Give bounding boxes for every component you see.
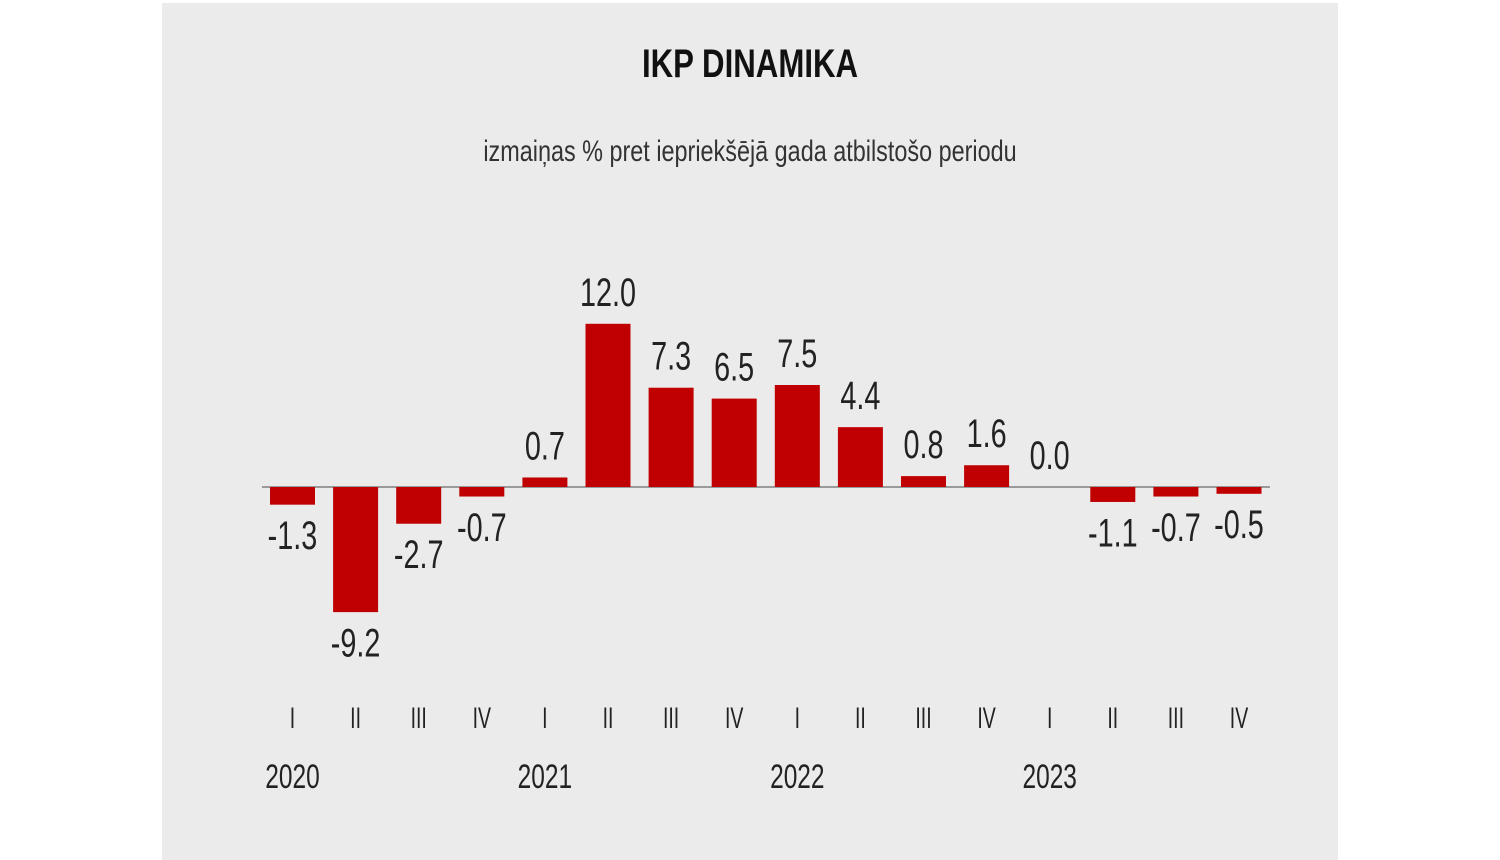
bar-5 <box>585 323 631 487</box>
quarter-label-5: II <box>603 702 614 735</box>
quarter-label-0: I <box>290 702 295 735</box>
value-label-12: 0.0 <box>1030 433 1070 478</box>
quarter-label-14: III <box>1168 702 1184 735</box>
bar-10 <box>901 476 946 487</box>
bar-4 <box>522 477 568 487</box>
year-label-2021: 2021 <box>518 758 572 796</box>
value-label-6: 7.3 <box>651 334 691 379</box>
value-label-13: -1.1 <box>1088 511 1138 556</box>
quarter-label-9: II <box>855 702 866 735</box>
quarter-label-12: I <box>1047 702 1052 735</box>
bar-7 <box>711 398 757 487</box>
bar-6 <box>648 387 694 487</box>
bar-8 <box>774 385 820 487</box>
bar-1 <box>333 487 379 613</box>
quarter-label-2: III <box>411 702 427 735</box>
value-label-14: -0.7 <box>1151 505 1201 550</box>
quarter-label-13: II <box>1107 702 1118 735</box>
quarter-label-6: III <box>663 702 679 735</box>
quarter-label-1: II <box>350 702 361 735</box>
year-label-2023: 2023 <box>1022 758 1076 796</box>
quarter-label-3: IV <box>473 702 492 735</box>
quarter-label-10: III <box>915 702 931 735</box>
value-label-0: -1.3 <box>268 514 318 559</box>
value-label-4: 0.7 <box>525 424 565 469</box>
bar-13 <box>1090 487 1136 502</box>
value-label-15: -0.5 <box>1214 503 1264 548</box>
value-label-7: 6.5 <box>714 345 754 390</box>
value-label-9: 4.4 <box>840 374 880 419</box>
quarter-label-11: IV <box>977 702 996 735</box>
year-axis-labels: 2020 2021 2022 2023 <box>265 758 1077 796</box>
quarter-label-15: IV <box>1230 702 1249 735</box>
chart-subtitle: izmaiņas % pret iepriekšējā gada atbilst… <box>483 135 1017 168</box>
value-label-5: 12.0 <box>580 270 636 315</box>
value-label-3: -0.7 <box>457 505 507 550</box>
quarter-label-7: IV <box>725 702 744 735</box>
bar-11 <box>964 465 1010 487</box>
value-label-1: -9.2 <box>331 621 381 666</box>
bar-2 <box>396 487 442 524</box>
bar-0 <box>270 487 315 505</box>
value-label-10: 0.8 <box>903 423 943 468</box>
bar-9 <box>837 427 883 487</box>
bar-series <box>270 323 1262 613</box>
quarter-axis-labels: I II III IV I II III IV I II III IV I II III IV <box>290 702 1249 735</box>
value-label-8: 7.5 <box>777 331 817 376</box>
value-label-2: -2.7 <box>394 533 444 578</box>
quarter-label-8: I <box>795 702 800 735</box>
quarter-label-4: I <box>542 702 547 735</box>
bar-15 <box>1216 487 1262 494</box>
value-label-11: 1.6 <box>967 412 1007 457</box>
chart-title: IKP DINAMIKA <box>641 42 859 86</box>
year-label-2020: 2020 <box>265 758 319 796</box>
year-label-2022: 2022 <box>770 758 824 796</box>
value-label-group: -1.3 -9.2 -2.7 -0.7 0.7 12.0 7.3 6.5 7.5 4.4 0.8 1.… <box>268 270 1264 666</box>
bar-3 <box>459 487 505 497</box>
bar-14 <box>1153 487 1199 497</box>
